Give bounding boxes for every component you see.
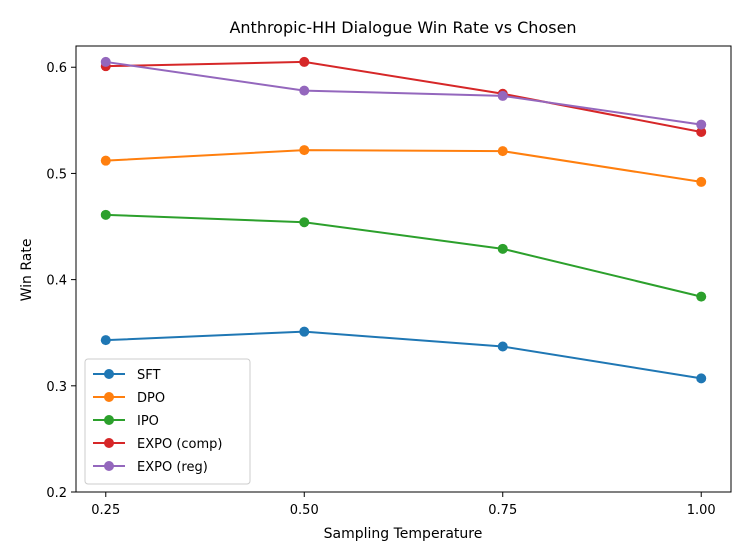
legend-marker: [104, 415, 114, 425]
series-line: [105, 149, 702, 183]
data-point: [100, 155, 111, 166]
x-tick-label: 1.00: [687, 503, 716, 518]
legend-marker: [104, 461, 114, 471]
legend: SFT DPO IPO EXPO (comp) EXPO (reg): [84, 358, 251, 485]
data-point: [696, 373, 707, 384]
x-tick-label: 0.25: [91, 503, 120, 518]
legend-marker: [104, 438, 114, 448]
legend-label: SFT: [137, 368, 161, 383]
y-tick-label: 0.4: [46, 274, 67, 289]
legend-label: EXPO (reg): [137, 460, 208, 475]
y-tick-label: 0.3: [46, 380, 67, 395]
data-point: [497, 90, 508, 101]
legend-label: IPO: [137, 414, 159, 429]
y-tick-label: 0.5: [46, 167, 67, 182]
legend-marker: [104, 392, 114, 402]
legend-label: DPO: [137, 391, 165, 406]
series-line: [105, 60, 702, 126]
data-point: [100, 209, 111, 220]
legend-box: [84, 358, 251, 485]
data-point: [696, 291, 707, 302]
series-line: [105, 213, 702, 298]
legend-marker: [104, 369, 114, 379]
y-axis-label: Win Rate: [19, 239, 35, 302]
data-point: [299, 145, 310, 156]
plot-frame: [75, 45, 732, 493]
data-point: [696, 119, 707, 130]
data-point: [497, 146, 508, 157]
data-point: [696, 127, 707, 138]
y-tick-label: 0.6: [46, 61, 67, 76]
data-point: [299, 56, 310, 67]
data-point: [100, 56, 111, 67]
data-point: [497, 243, 508, 254]
data-point: [299, 85, 310, 96]
data-point: [299, 217, 310, 228]
x-axis-label: Sampling Temperature: [324, 526, 483, 542]
series-line: [105, 60, 702, 133]
chart-title: Anthropic-HH Dialogue Win Rate vs Chosen: [229, 18, 576, 37]
x-tick-label: 0.75: [488, 503, 517, 518]
series-line: [105, 330, 702, 380]
y-tick-label: 0.2: [46, 486, 67, 501]
legend-label: EXPO (comp): [137, 437, 222, 452]
data-point: [299, 326, 310, 337]
x-tick-label: 0.50: [290, 503, 319, 518]
data-point: [696, 176, 707, 187]
data-point: [100, 335, 111, 346]
data-point: [497, 341, 508, 352]
